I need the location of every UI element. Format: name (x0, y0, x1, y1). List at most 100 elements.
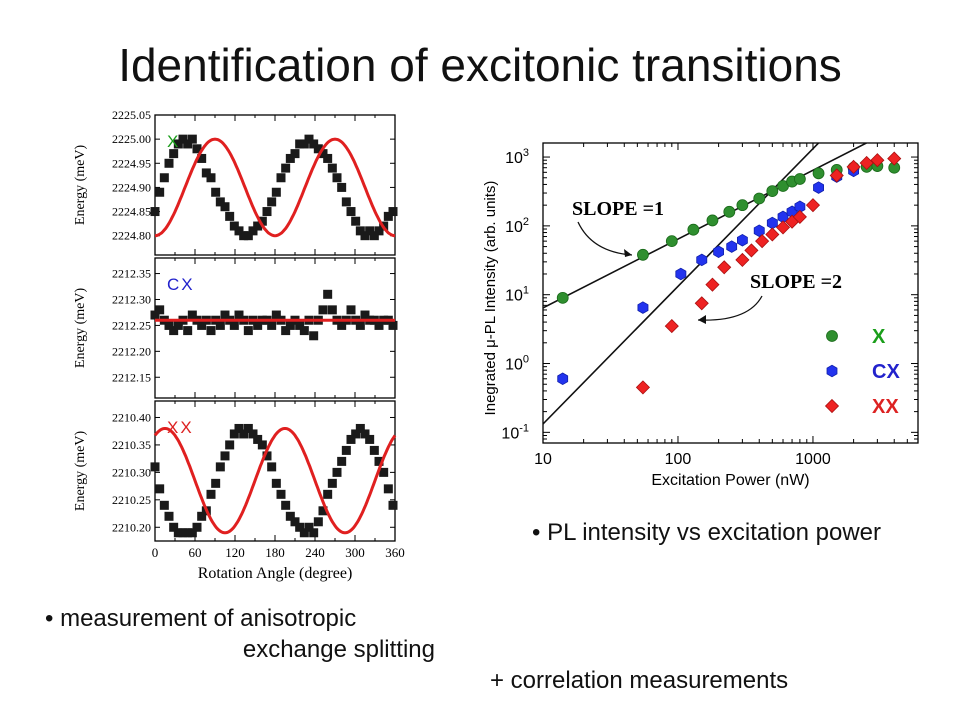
data-point (169, 326, 179, 336)
data-point (705, 277, 720, 292)
data-point (309, 331, 319, 341)
note-anisotropic-splitting: • measurement of anisotropic exchange sp… (45, 603, 445, 665)
data-point (351, 216, 361, 226)
data-point (766, 216, 778, 230)
data-point (341, 445, 351, 455)
data-point (379, 467, 389, 477)
data-point (299, 139, 309, 149)
data-point (374, 226, 384, 236)
y-tick-label: 2224.80 (112, 229, 151, 243)
data-point (557, 372, 569, 386)
data-point (805, 198, 821, 213)
legend-marker (826, 330, 838, 342)
data-point (304, 134, 314, 144)
panel-x: 2225.05 2225.00 2224.95 2224.90 2224.85 2224.… (73, 108, 398, 256)
data-point (285, 320, 295, 330)
data-point (276, 489, 286, 499)
x-tick-label: 0 (152, 545, 159, 560)
fit-line-slope-2 (543, 143, 820, 425)
series-xx (635, 151, 902, 395)
data-point (383, 211, 393, 221)
x-tick-label: 100 (665, 451, 692, 468)
data-point (187, 310, 197, 320)
data-point (813, 181, 824, 194)
data-point (735, 252, 750, 267)
y-tick-label: 100 (505, 354, 529, 374)
data-point (812, 167, 825, 180)
panel-label: X (167, 132, 180, 151)
data-point (313, 144, 323, 154)
y-tick-label: 2224.90 (112, 180, 151, 194)
annotation-arrow-1 (577, 221, 633, 256)
data-point (262, 451, 272, 461)
data-point (887, 151, 902, 166)
data-point (150, 310, 160, 320)
y-tick-label: 2212.15 (112, 370, 151, 384)
data-point (248, 429, 258, 439)
y-axis-label: Energy (meV) (73, 145, 88, 226)
data-point (192, 522, 202, 532)
data-point (267, 462, 277, 472)
note-pl-intensity: • PL intensity vs excitation power (532, 519, 882, 546)
data-point (355, 320, 365, 330)
data-point (192, 144, 202, 154)
data-point (374, 456, 384, 466)
y-axis-label: Inegrated μ-PL Intensity (arb. units) (482, 181, 499, 416)
slide-title: Identification of excitonic transitions (118, 39, 842, 91)
data-point (206, 173, 216, 183)
data-point (346, 434, 356, 444)
data-point (215, 320, 225, 330)
data-point (159, 173, 169, 183)
data-point (295, 139, 305, 149)
legend-marker (826, 364, 838, 378)
annotation-arrow-2 (697, 295, 763, 321)
annotation-slope-1: SLOPE =1 (572, 198, 664, 220)
y-tick-label: 2225.05 (112, 108, 151, 122)
x-tick-label: 60 (189, 545, 202, 560)
data-point (183, 528, 193, 538)
data-point (234, 310, 244, 320)
annotation-arrowhead-2 (698, 315, 706, 324)
data-point (829, 168, 844, 183)
data-point (675, 267, 687, 281)
legend-label: XX (872, 396, 899, 418)
data-point (369, 231, 379, 241)
data-point (155, 305, 165, 315)
y-tick-label: 2212.20 (112, 344, 151, 358)
data-point (173, 528, 183, 538)
data-point (846, 159, 861, 174)
data-point (713, 245, 724, 259)
series-x (556, 160, 901, 304)
data-point (239, 231, 249, 241)
data-point (295, 522, 305, 532)
annotation-arrowhead-1 (624, 249, 632, 257)
data-point (211, 478, 221, 488)
data-point (295, 320, 305, 330)
note-correlation: + correlation measurements (490, 667, 789, 694)
data-point (215, 462, 225, 472)
data-point (299, 528, 309, 538)
data-point (753, 192, 766, 205)
x-tick-label: 10 (534, 451, 552, 468)
data-point (793, 173, 806, 185)
data-point (155, 484, 165, 494)
data-point (637, 301, 649, 314)
data-point (220, 310, 230, 320)
data-point (234, 423, 244, 433)
data-point (206, 326, 216, 336)
data-point (737, 233, 748, 247)
annotation-slope-2: SLOPE =2 (750, 271, 842, 293)
data-point (267, 320, 277, 330)
data-point (285, 153, 295, 163)
data-point (164, 511, 174, 521)
data-point (323, 153, 333, 163)
x-tick-label: 1000 (795, 451, 831, 468)
data-point (870, 153, 885, 168)
data-point (262, 207, 272, 217)
data-point (388, 500, 398, 510)
data-point (388, 207, 398, 217)
data-point (556, 291, 569, 304)
data-point (766, 185, 779, 198)
data-point (744, 243, 759, 258)
